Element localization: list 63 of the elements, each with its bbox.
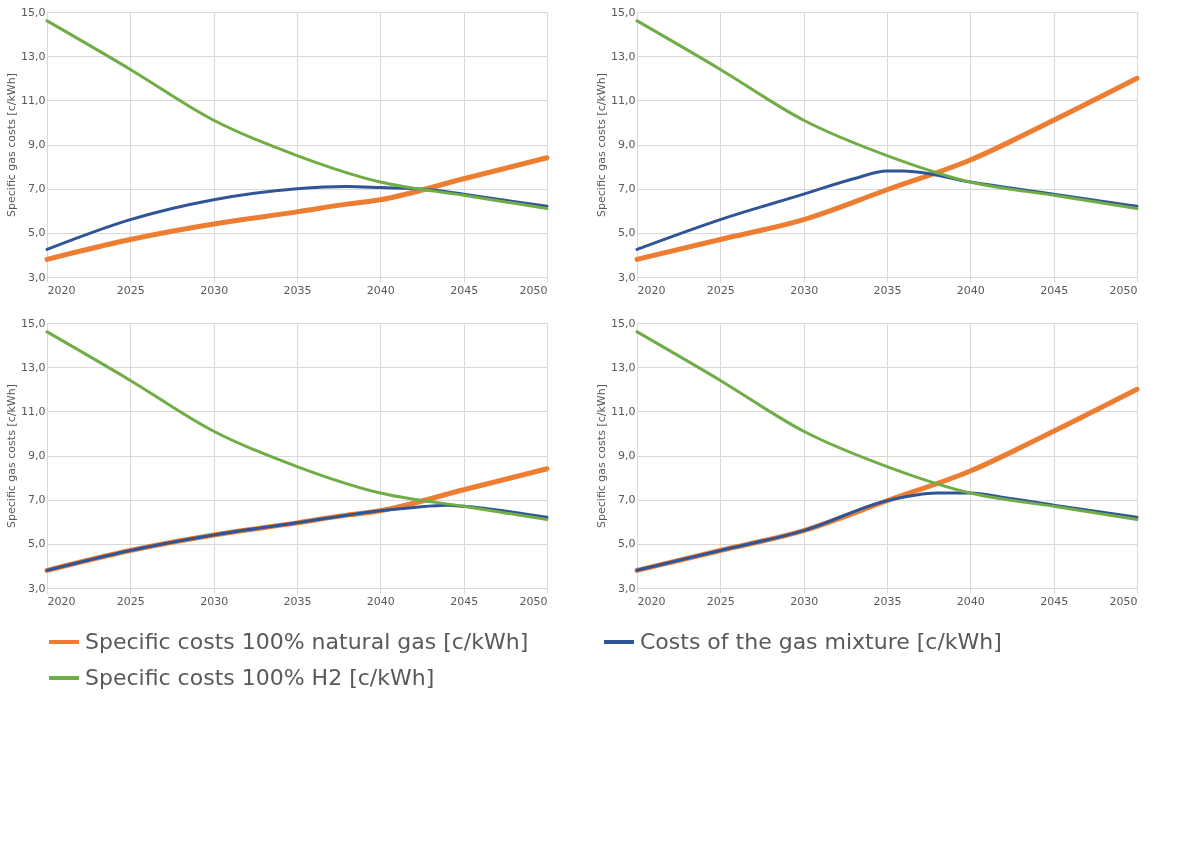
y-tick-label: 15,0 <box>21 5 46 19</box>
x-tick-label: 2040 <box>956 594 985 608</box>
legend-label: Specific costs 100% H2 [c/kWh] <box>85 665 435 690</box>
x-tick-label: 2050 <box>1109 594 1138 608</box>
y-tick-label: 11,0 <box>611 404 636 418</box>
y-tick-label: 3,0 <box>28 581 46 595</box>
x-tick-label: 2030 <box>200 283 229 297</box>
legend-label: Specific costs 100% natural gas [c/kWh] <box>85 629 529 654</box>
y-tick-label: 7,0 <box>618 493 636 507</box>
x-tick-label: 2025 <box>116 283 145 297</box>
x-tick-label: 2045 <box>450 594 479 608</box>
x-tick-label: 2050 <box>519 283 548 297</box>
y-tick-label: 9,0 <box>28 138 46 151</box>
y-tick-label: 3,0 <box>28 270 46 284</box>
x-tick-label: 2020 <box>47 594 76 608</box>
y-axis-title: Specific gas costs [c/kWh] <box>5 384 19 528</box>
y-tick-label: 11,0 <box>21 404 46 418</box>
y-tick-label: 3,0 <box>618 581 636 595</box>
x-tick-label: 2020 <box>637 594 666 608</box>
x-tick-label: 2035 <box>283 594 312 608</box>
y-tick-label: 15,0 <box>21 316 46 330</box>
y-tick-label: 11,0 <box>21 93 46 107</box>
y-tick-label: 9,0 <box>618 449 636 462</box>
x-tick-label: 2045 <box>1040 594 1069 608</box>
x-tick-label: 2045 <box>450 283 479 297</box>
x-tick-label: 2040 <box>956 283 985 297</box>
y-tick-label: 5,0 <box>618 537 636 551</box>
y-tick-label: 9,0 <box>618 138 636 151</box>
y-tick-label: 15,0 <box>611 316 636 330</box>
y-tick-label: 11,0 <box>611 93 636 107</box>
x-tick-label: 2025 <box>706 594 735 608</box>
legend-label: Costs of the gas mixture [c/kWh] <box>640 629 1002 654</box>
x-tick-label: 2020 <box>637 283 666 297</box>
x-tick-label: 2020 <box>47 283 76 297</box>
x-tick-label: 2030 <box>790 594 819 608</box>
y-axis-title: Specific gas costs [c/kWh] <box>5 73 19 217</box>
y-tick-label: 13,0 <box>21 49 46 63</box>
y-tick-label: 9,0 <box>28 449 46 462</box>
x-tick-label: 2030 <box>200 594 229 608</box>
y-tick-label: 5,0 <box>28 537 46 551</box>
x-tick-label: 2045 <box>1040 283 1069 297</box>
x-tick-label: 2050 <box>519 594 548 608</box>
x-tick-label: 2040 <box>366 283 395 297</box>
y-tick-label: 5,0 <box>618 226 636 240</box>
x-tick-label: 2035 <box>873 594 902 608</box>
y-tick-label: 15,0 <box>611 5 636 19</box>
x-tick-label: 2040 <box>366 594 395 608</box>
x-tick-label: 2030 <box>790 283 819 297</box>
x-tick-label: 2050 <box>1109 283 1138 297</box>
y-tick-label: 7,0 <box>618 182 636 196</box>
x-tick-label: 2035 <box>283 283 312 297</box>
y-tick-label: 13,0 <box>21 360 46 374</box>
y-tick-label: 13,0 <box>611 360 636 374</box>
y-axis-title: Specific gas costs [c/kWh] <box>595 73 609 217</box>
y-tick-label: 13,0 <box>611 49 636 63</box>
y-tick-label: 7,0 <box>28 493 46 507</box>
x-tick-label: 2035 <box>873 283 902 297</box>
y-axis-title: Specific gas costs [c/kWh] <box>595 384 609 528</box>
x-tick-label: 2025 <box>706 283 735 297</box>
y-tick-label: 5,0 <box>28 226 46 240</box>
x-tick-label: 2025 <box>116 594 145 608</box>
y-tick-label: 3,0 <box>618 270 636 284</box>
y-tick-label: 7,0 <box>28 182 46 196</box>
